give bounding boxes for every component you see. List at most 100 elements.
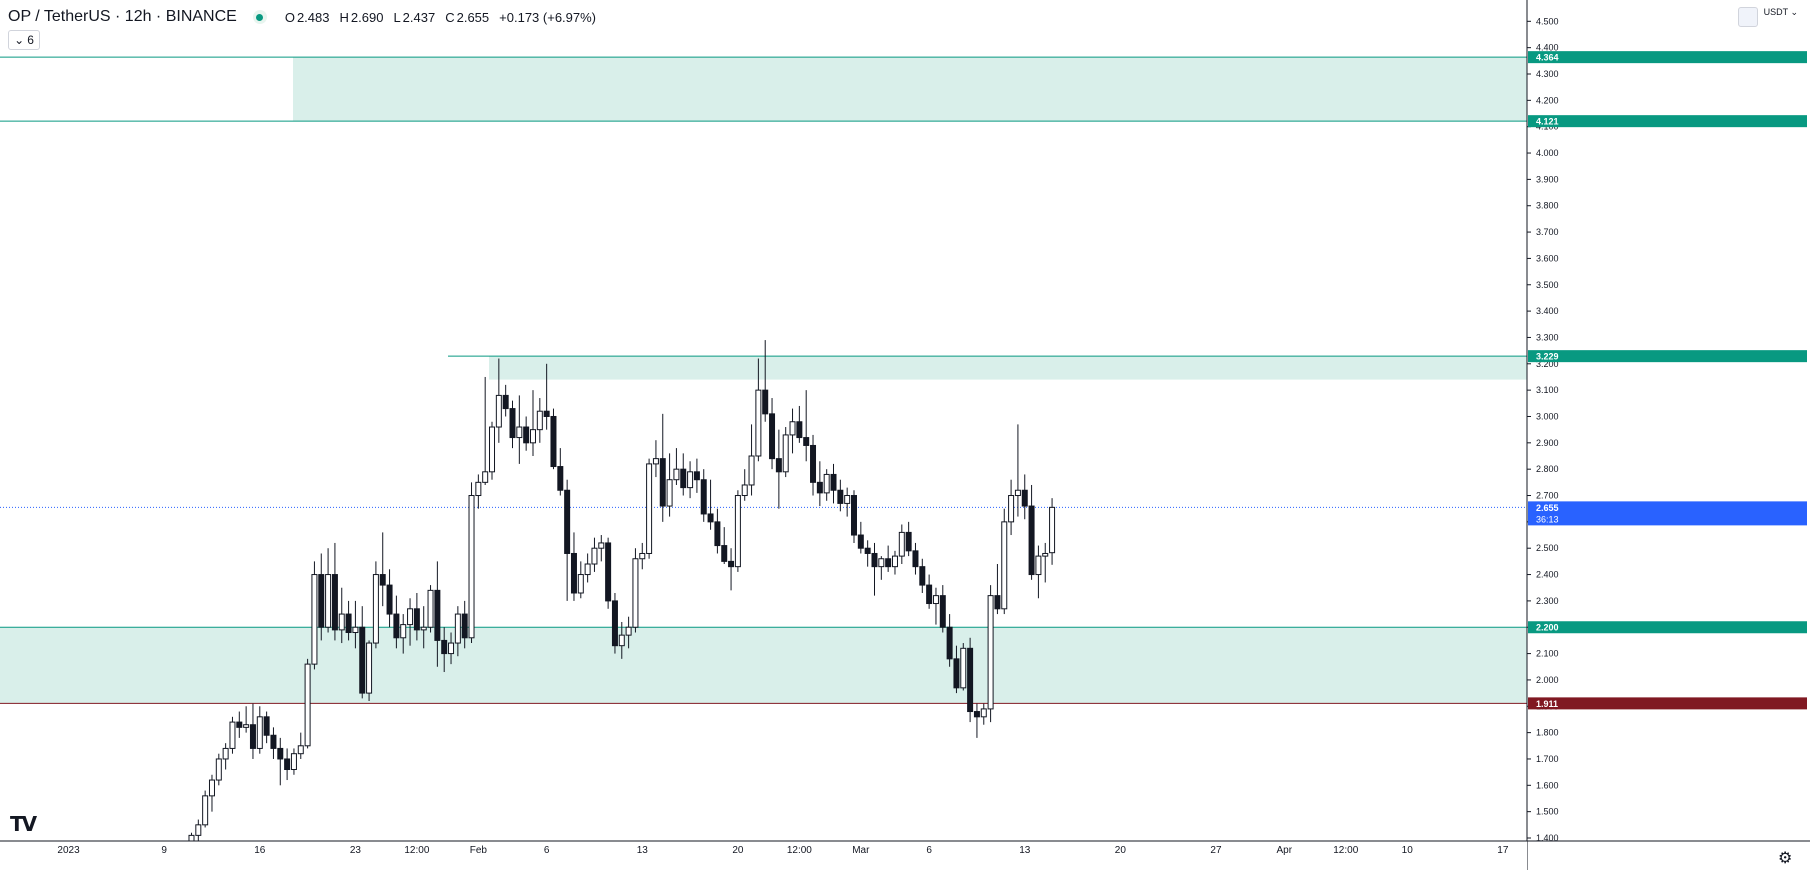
candle-body[interactable] <box>967 647 974 713</box>
maximize-icon[interactable] <box>1738 7 1758 27</box>
candle-body[interactable] <box>953 658 960 689</box>
candle-body[interactable] <box>666 479 673 507</box>
candle-body[interactable] <box>932 595 939 605</box>
candle-body[interactable] <box>803 437 810 446</box>
candle-body[interactable] <box>980 708 987 718</box>
candle-body[interactable] <box>1035 555 1042 576</box>
candle-body[interactable] <box>721 545 728 562</box>
candle-body[interactable] <box>482 471 489 483</box>
candle-body[interactable] <box>236 721 243 728</box>
candle-body[interactable] <box>830 473 837 491</box>
candle-body[interactable] <box>325 574 332 628</box>
candle-body[interactable] <box>687 471 694 489</box>
candle-body[interactable] <box>215 758 222 781</box>
candle-body[interactable] <box>379 574 386 586</box>
candle-body[interactable] <box>523 426 530 444</box>
candle-body[interactable] <box>454 613 461 644</box>
candle-body[interactable] <box>441 639 448 655</box>
candle-body[interactable] <box>529 429 536 444</box>
candle-body[interactable] <box>912 550 919 568</box>
candle-body[interactable] <box>407 608 414 626</box>
candle-body[interactable] <box>427 589 434 628</box>
candle-body[interactable] <box>611 600 618 647</box>
candle-body[interactable] <box>420 626 427 631</box>
candle-body[interactable] <box>290 753 297 771</box>
candle-body[interactable] <box>707 513 714 523</box>
candle-body[interactable] <box>222 747 229 760</box>
candle-body[interactable] <box>632 558 639 628</box>
candle-body[interactable] <box>372 574 379 644</box>
candle-body[interactable] <box>495 394 502 428</box>
candle-body[interactable] <box>352 626 359 634</box>
candle-body[interactable] <box>564 489 571 554</box>
candle-body[interactable] <box>413 608 420 631</box>
candle-body[interactable] <box>734 495 741 568</box>
indicators-toggle-button[interactable]: ⌄ 6 <box>8 30 40 50</box>
candle-body[interactable] <box>243 724 250 728</box>
candle-body[interactable] <box>311 574 318 665</box>
gear-icon[interactable]: ⚙ <box>1778 850 1793 867</box>
candle-body[interactable] <box>256 716 263 749</box>
candle-body[interactable] <box>509 408 516 439</box>
candle-body[interactable] <box>195 824 202 836</box>
candle-body[interactable] <box>297 745 304 755</box>
candle-body[interactable] <box>680 468 687 489</box>
candle-body[interactable] <box>973 711 980 718</box>
candle-body[interactable] <box>345 613 352 634</box>
candle-body[interactable] <box>543 410 550 417</box>
candle-body[interactable] <box>939 595 946 628</box>
candle-body[interactable] <box>516 426 523 439</box>
candle-body[interactable] <box>652 458 659 465</box>
candle-body[interactable] <box>366 642 373 694</box>
candle-body[interactable] <box>468 495 475 639</box>
candle-body[interactable] <box>851 495 857 536</box>
candle-body[interactable] <box>741 484 748 497</box>
candle-body[interactable] <box>728 560 735 568</box>
candle-body[interactable] <box>386 584 393 615</box>
candle-body[interactable] <box>625 626 632 636</box>
candle-body[interactable] <box>1049 506 1056 554</box>
candle-body[interactable] <box>263 716 270 736</box>
candle-body[interactable] <box>584 563 591 576</box>
candle-body[interactable] <box>810 444 817 483</box>
candle-body[interactable] <box>1028 505 1035 576</box>
candle-body[interactable] <box>755 389 762 457</box>
candle-body[interactable] <box>673 468 680 481</box>
currency-selector[interactable]: USDT ⌄ <box>1763 7 1798 17</box>
candle-body[interactable] <box>618 634 625 647</box>
candle-body[interactable] <box>762 389 769 415</box>
candle-body[interactable] <box>816 481 823 494</box>
candle-body[interactable] <box>796 421 803 439</box>
candle-body[interactable] <box>359 626 366 694</box>
candle-body[interactable] <box>844 495 851 504</box>
candle-body[interactable] <box>994 595 1001 610</box>
candle-body[interactable] <box>659 458 666 507</box>
candle-body[interactable] <box>960 647 967 689</box>
candle-body[interactable] <box>1021 489 1028 507</box>
candle-body[interactable] <box>550 415 557 468</box>
candle-body[interactable] <box>208 779 215 797</box>
candle-body[interactable] <box>789 421 796 436</box>
candle-body[interactable] <box>249 724 256 749</box>
candle-body[interactable] <box>448 642 455 655</box>
candle-body[interactable] <box>229 721 236 749</box>
candle-body[interactable] <box>598 542 605 549</box>
candle-body[interactable] <box>284 758 291 771</box>
candle-body[interactable] <box>919 566 926 586</box>
candle-body[interactable] <box>277 747 284 760</box>
candle-body[interactable] <box>577 574 584 594</box>
candle-body[interactable] <box>693 471 700 481</box>
candle-body[interactable] <box>461 613 468 639</box>
candle-body[interactable] <box>434 589 441 641</box>
candle-body[interactable] <box>536 410 543 431</box>
candle-body[interactable] <box>864 547 871 554</box>
candle-body[interactable] <box>905 531 912 552</box>
candle-body[interactable] <box>304 663 311 747</box>
candle-body[interactable] <box>400 624 407 639</box>
candle-body[interactable] <box>557 466 564 491</box>
candle-body[interactable] <box>338 613 345 631</box>
candle-body[interactable] <box>748 455 755 486</box>
candle-body[interactable] <box>591 547 598 565</box>
candle-body[interactable] <box>775 458 782 473</box>
candle-body[interactable] <box>878 558 885 568</box>
